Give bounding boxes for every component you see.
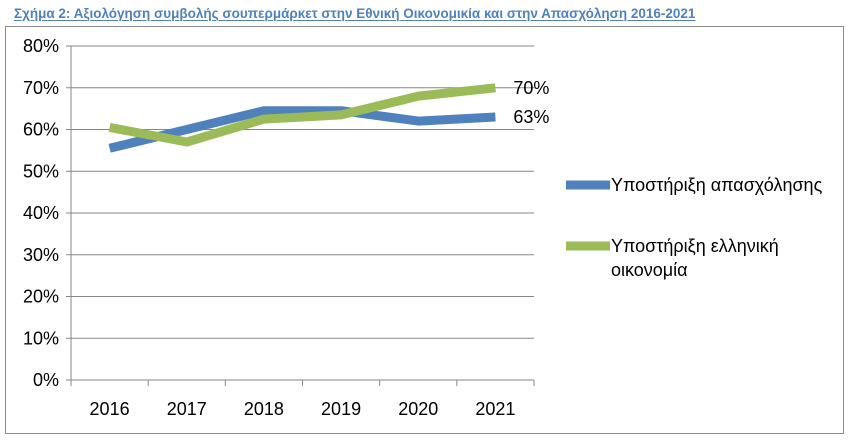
- y-tick-label: 40%: [23, 203, 59, 223]
- x-tick-label: 2019: [321, 399, 361, 419]
- figure-title: Σχήμα 2: Αξιολόγηση συμβολής σουπερμάρκε…: [14, 6, 696, 21]
- x-tick-label: 2020: [398, 399, 438, 419]
- series-line-1: [108, 106, 496, 153]
- y-tick-label: 60%: [23, 120, 59, 140]
- end-value-label: 70%: [513, 78, 549, 98]
- data-labels: 63%70%: [513, 78, 549, 127]
- axes: 0% 10% 20% 30% 40% 50% 60% 70% 80% 2016 2017 2018 20…: [23, 36, 535, 419]
- y-tick-label: 70%: [23, 78, 59, 98]
- legend-label: Υποστήριξη ελληνική: [611, 236, 779, 256]
- x-tick-label: 2018: [244, 399, 284, 419]
- y-tick-label: 30%: [23, 245, 59, 265]
- y-tick-label: 20%: [23, 287, 59, 307]
- x-tick-label: 2021: [475, 399, 515, 419]
- y-tick-label: 80%: [23, 36, 59, 56]
- y-tick-label: 10%: [23, 328, 59, 348]
- legend: Υποστήριξη απασχόλησης Υποστήριξη ελληνικ…: [566, 175, 823, 280]
- x-tick-label: 2016: [90, 399, 130, 419]
- chart-frame: [5, 26, 844, 434]
- end-value-label: 63%: [513, 107, 549, 127]
- y-tick-label: 50%: [23, 161, 59, 181]
- legend-label: Υποστήριξη απασχόλησης: [611, 175, 823, 195]
- series-lines: [108, 83, 496, 153]
- y-tick-label: 0%: [33, 370, 59, 390]
- series-line-2: [108, 83, 496, 147]
- x-tick-label: 2017: [167, 399, 207, 419]
- legend-label: οικονομία: [611, 260, 688, 280]
